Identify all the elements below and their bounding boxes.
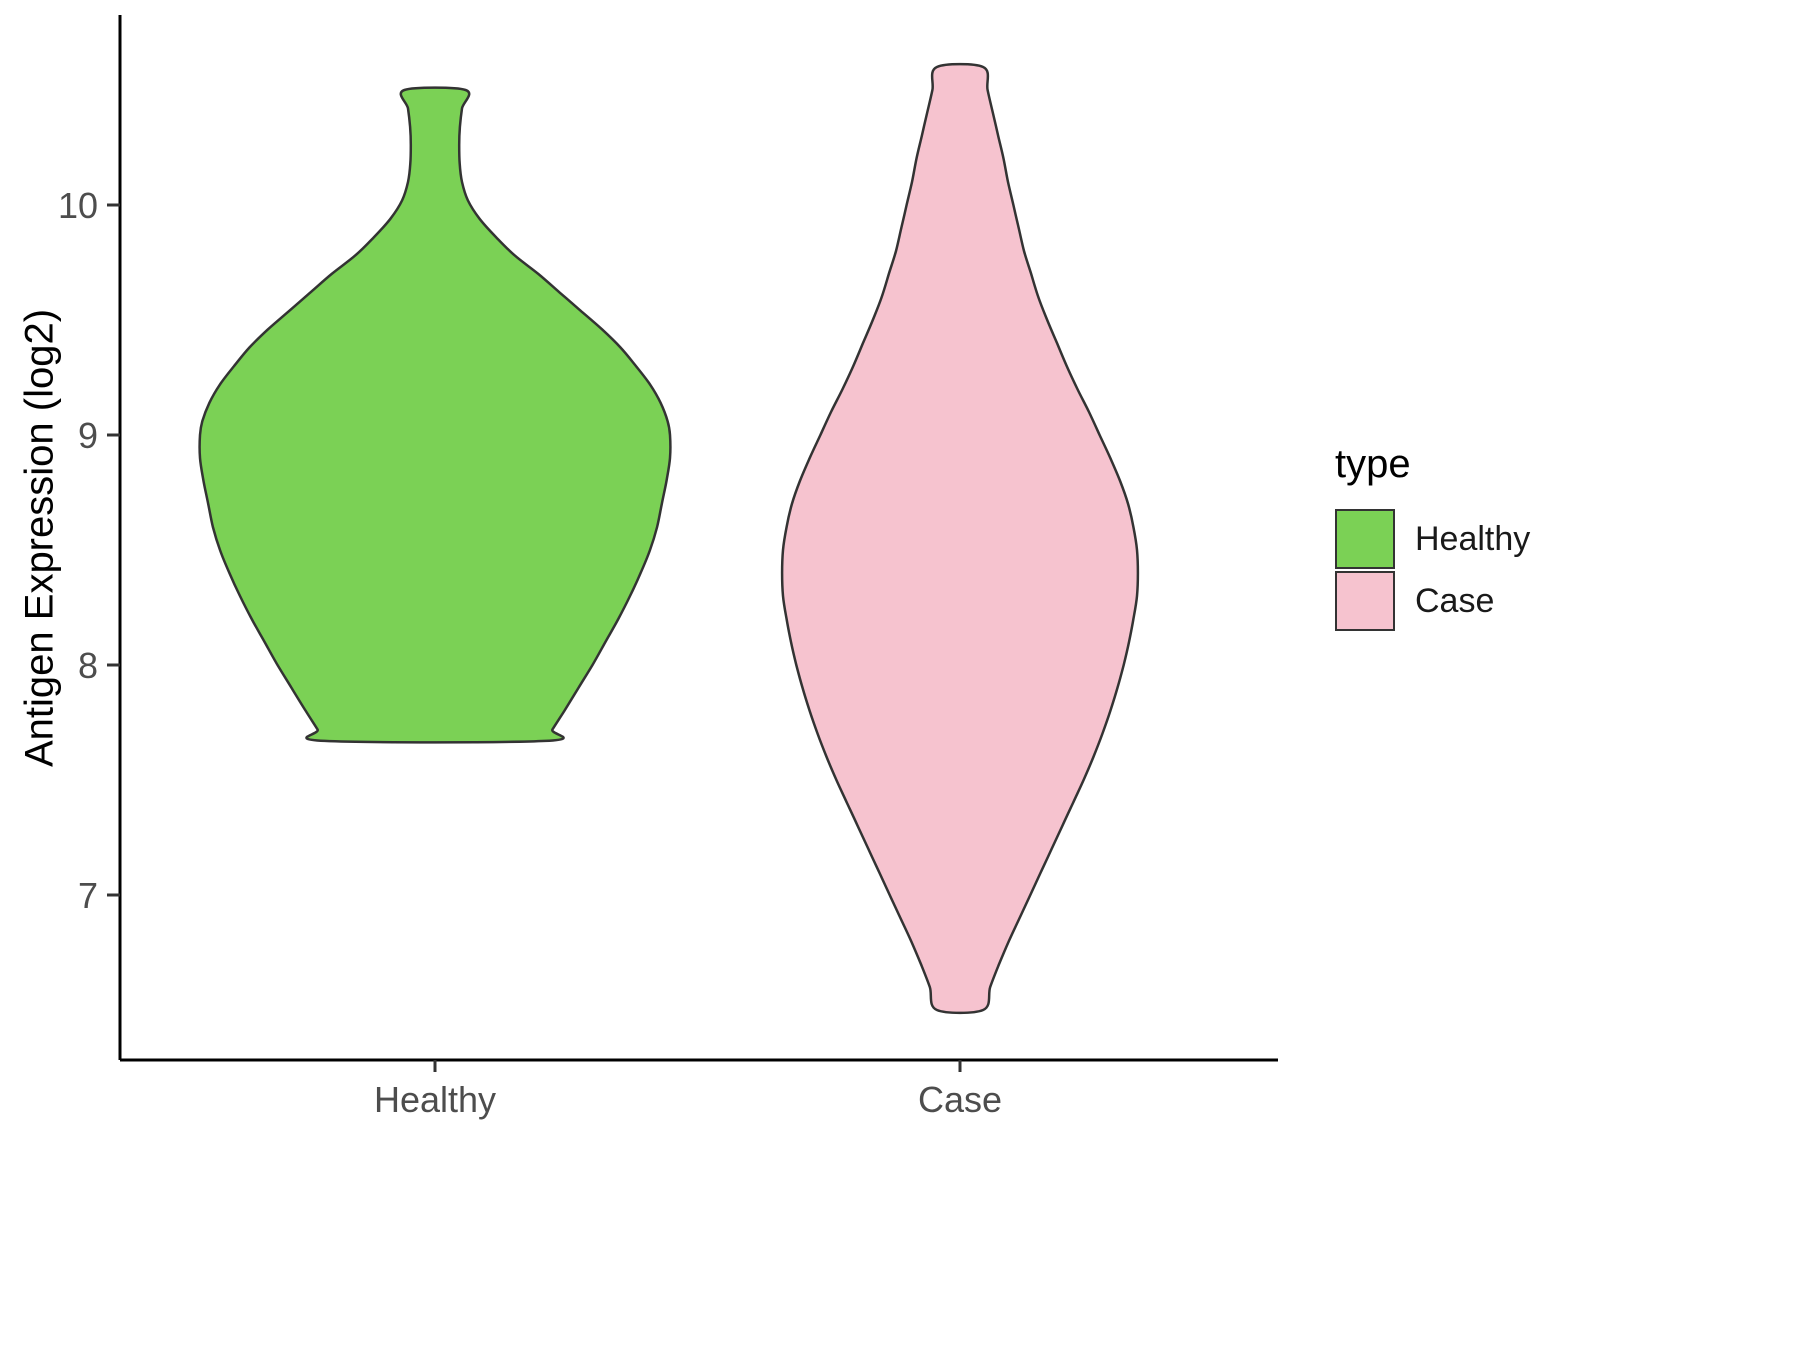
legend-title: type <box>1335 442 1411 486</box>
x-tick-label: Healthy <box>374 1079 496 1120</box>
violin-case <box>780 62 1140 1015</box>
legend-swatch-case <box>1335 571 1395 631</box>
legend-label-healthy: Healthy <box>1415 519 1531 558</box>
violin-healthy <box>198 86 672 744</box>
x-tick-label: Case <box>918 1079 1002 1120</box>
legend: type Healthy Case <box>1335 442 1530 633</box>
y-tick-label: 8 <box>78 645 98 686</box>
legend-item-healthy: Healthy <box>1335 509 1530 569</box>
y-tick-label: 7 <box>78 875 98 916</box>
legend-item-case: Case <box>1335 571 1530 631</box>
y-axis-title: Antigen Expression (log2) <box>17 308 62 768</box>
legend-label-case: Case <box>1415 581 1495 620</box>
legend-swatch-healthy <box>1335 509 1395 569</box>
y-tick-label: 10 <box>58 185 98 226</box>
y-tick-label: 9 <box>78 415 98 456</box>
